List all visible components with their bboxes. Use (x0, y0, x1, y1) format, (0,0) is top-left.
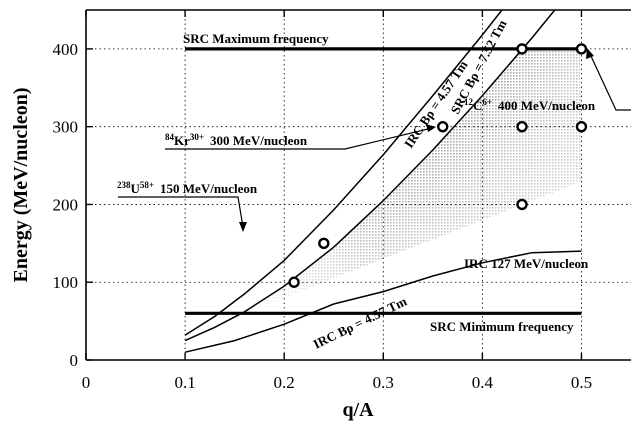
annotation-arrows (118, 48, 631, 232)
uranium-leader (118, 196, 244, 228)
ion-annotations: 238U58+ 150 MeV/nucleon 84Kr30+ 300 MeV/nu… (117, 97, 596, 196)
data-point (288, 276, 300, 288)
krypton-annotation: 84Kr30+ 300 MeV/nucleon (165, 132, 308, 148)
x-tick-label: 0.1 (174, 373, 195, 392)
y-tick-label: 100 (53, 273, 79, 292)
src-max-label: SRC Maximum frequency (183, 31, 329, 46)
x-tick-label: 0 (82, 373, 91, 392)
data-point (575, 120, 588, 133)
rigidity-curves (184, 10, 582, 353)
ticks: 0 0.1 0.2 0.3 0.4 0.5 0 100 200 300 400 (53, 10, 592, 392)
x-tick-label: 0.3 (373, 373, 394, 392)
y-tick-label: 300 (53, 118, 79, 137)
carbon-annotation: 12C6+ 400 MeV/nucleon (464, 97, 596, 113)
y-tick-label: 400 (53, 40, 79, 59)
data-points (288, 43, 588, 288)
data-point (437, 120, 449, 133)
frequency-lines (185, 47, 582, 315)
data-point (575, 43, 588, 55)
y-tick-label: 200 (53, 195, 79, 214)
x-axis-title: q/A (342, 399, 374, 421)
data-point (516, 198, 528, 211)
krypton-arrowhead (426, 124, 436, 132)
carbon-arrowhead (586, 48, 594, 59)
src-min-label: SRC Minimum frequency (430, 319, 574, 334)
x-tick-label: 0.4 (472, 373, 494, 392)
accessible-region-fade-vertical (242, 48, 582, 313)
irc-127-label: IRC 127 MeV/nucleon (464, 256, 589, 271)
y-tick-label: 0 (70, 351, 79, 370)
x-tick-label: 0.2 (274, 373, 295, 392)
carbon-leader (589, 53, 631, 111)
data-point (516, 43, 528, 55)
irc-bp-457-label-bottom: IRC Bρ = 4.57 Tm (311, 293, 410, 351)
y-axis-title: Energy (MeV/nucleon) (10, 88, 32, 283)
irc-bp-457-curve (184, 10, 503, 336)
grid (86, 10, 631, 360)
irc-127-curve (184, 250, 582, 353)
krypton-leader (165, 127, 433, 150)
x-tick-label: 0.5 (571, 373, 592, 392)
data-point (516, 120, 528, 133)
uranium-annotation: 238U58+ 150 MeV/nucleon (117, 180, 258, 196)
shaded-region (242, 48, 582, 313)
src-bp-752-curve (184, 10, 556, 342)
uranium-arrowhead (239, 222, 247, 232)
data-point (318, 237, 330, 250)
